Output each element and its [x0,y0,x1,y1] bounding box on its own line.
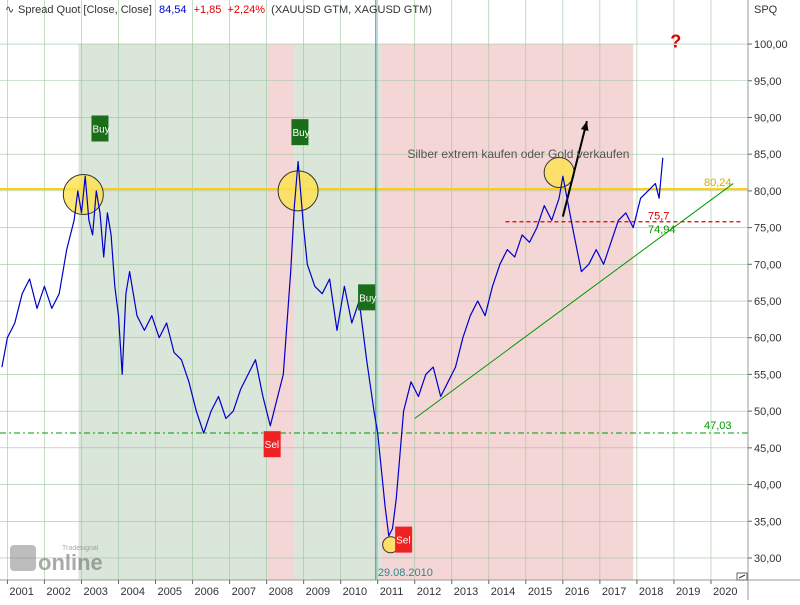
x-tick-label: 2020 [713,586,737,598]
sell-signal-label: Sel [265,440,279,451]
trend-line [414,183,734,419]
y-tick-label: 60,00 [754,333,782,345]
y-tick-label: 35,00 [754,516,782,528]
buy-signal-box [358,284,376,311]
logo-sub: Tradesignal [62,545,99,552]
x-tick-label: 2002 [46,586,70,598]
axis-title: SPQ [754,4,778,16]
x-tick-label: 2018 [639,586,663,598]
chart-title: Spread Quot [Close, Close] 84,54 +1,85 +… [18,4,432,16]
trend-label: 74,94 [648,224,676,236]
tradesignal-logo: online Tradesignal [10,545,103,575]
x-tick-label: 2006 [195,586,219,598]
sell-signal-box [395,526,413,553]
logo-brand: online [38,550,103,575]
y-tick-label: 100,00 [754,39,788,51]
x-tick-label: 2003 [83,586,107,598]
x-tick-label: 2011 [380,586,404,598]
y-tick-label: 65,00 [754,296,782,308]
x-tick-label: 2014 [491,586,515,598]
y-tick-label: 40,00 [754,480,782,492]
x-tick-label: 2008 [269,586,293,598]
zone-green [78,44,269,580]
buy-signal-box [291,119,309,146]
question-mark: ? [670,32,681,52]
zone-green [294,44,382,580]
highlight-circle [277,170,319,212]
y-tick-label: 55,00 [754,369,782,381]
y-tick-label: 50,00 [754,406,782,418]
y-tick-label: 45,00 [754,443,782,455]
y-tick-label: 30,00 [754,553,782,565]
x-tick-label: 2007 [232,586,256,598]
y-tick-label: 95,00 [754,76,782,88]
annotation-text: Silber extrem kaufen oder Gold verkaufen [407,147,629,161]
y-tick-label: 85,00 [754,149,782,161]
scroll-corner[interactable] [736,572,748,581]
x-tick-label: 2015 [528,586,552,598]
up-arrow-icon [561,120,588,217]
x-tick-label: 2010 [343,586,367,598]
y-tick-label: 70,00 [754,259,782,271]
red-dashed-label: 75,7 [648,211,669,223]
buy-signal-label: Buy [359,293,376,304]
resistance-label: 80,24 [704,177,732,189]
x-tick-label: 2004 [120,586,144,598]
y-tick-label: 80,00 [754,186,782,198]
x-tick-label: 2001 [9,586,33,598]
zone-red [268,44,295,580]
x-tick-label: 2005 [158,586,182,598]
arrow-head-icon [580,121,589,132]
sell-signal-label: Sel [396,536,410,547]
zone-red [381,44,634,580]
price-series-line [1,157,664,537]
support-label: 47,03 [704,420,732,432]
chart-header: ∿ Spread Quot [Close, Close] 84,54 +1,85… [5,4,778,16]
buy-signal-label: Buy [292,128,309,139]
x-tick-label: 2009 [306,586,330,598]
buy-signal-box [91,115,109,142]
highlight-circle [543,157,575,189]
x-tick-label: 2019 [676,586,700,598]
sell-signal-box [263,431,281,458]
date-marker-label: 29.08.2010 [378,567,433,579]
y-tick-label: 75,00 [754,223,782,235]
x-tick-label: 2017 [602,586,626,598]
x-tick-label: 2013 [454,586,478,598]
x-tick-label: 2016 [565,586,589,598]
x-tick-label: 2012 [417,586,441,598]
line-chart-icon: ∿ [5,4,14,16]
y-tick-label: 90,00 [754,112,782,124]
buy-signal-label: Buy [92,124,109,135]
